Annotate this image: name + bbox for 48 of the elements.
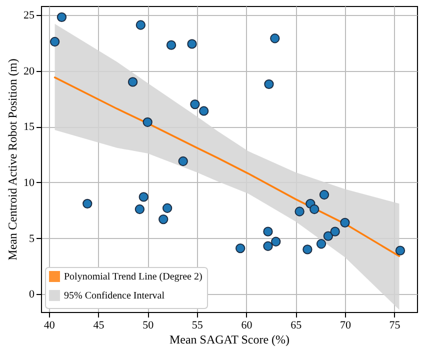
legend-label: Polynomial Trend Line (Degree 2) bbox=[64, 272, 202, 282]
point bbox=[263, 241, 273, 251]
y-tick-label: 5 bbox=[29, 232, 35, 245]
point bbox=[199, 106, 209, 116]
point bbox=[263, 226, 273, 236]
y-tick-label: 15 bbox=[24, 121, 35, 134]
point bbox=[82, 198, 92, 208]
point bbox=[162, 203, 172, 213]
y-axis-title: Mean Centroid Active Robot Position (m) bbox=[6, 58, 20, 260]
point bbox=[134, 204, 145, 214]
point bbox=[56, 12, 67, 22]
point bbox=[142, 117, 152, 127]
x-tick-label: 40 bbox=[44, 320, 56, 332]
annotation: 95% Confidence Interval bbox=[64, 290, 165, 302]
y-tick-label: 0 bbox=[29, 288, 35, 301]
x-tick-label: 50 bbox=[142, 320, 154, 332]
x-tick-label: 75 bbox=[389, 320, 401, 332]
point bbox=[330, 226, 340, 236]
point bbox=[158, 214, 168, 224]
point bbox=[340, 218, 350, 228]
point bbox=[128, 77, 138, 87]
point bbox=[319, 190, 330, 200]
point bbox=[395, 246, 406, 256]
point bbox=[270, 34, 280, 44]
x-tick-label: 65 bbox=[290, 320, 302, 332]
point bbox=[316, 239, 326, 249]
x-axis-title: Mean SAGAT Score (%) bbox=[169, 332, 290, 346]
point bbox=[271, 236, 281, 246]
point bbox=[236, 244, 246, 254]
point bbox=[264, 79, 274, 89]
point bbox=[50, 36, 60, 47]
point bbox=[310, 204, 320, 214]
x-tick-label: 70 bbox=[340, 320, 352, 332]
point bbox=[302, 244, 312, 254]
y-tick-label: 20 bbox=[24, 65, 35, 78]
x-tick-label: 45 bbox=[93, 320, 105, 332]
x-tick-label: 60 bbox=[241, 320, 253, 332]
point bbox=[323, 231, 334, 241]
point bbox=[136, 20, 146, 30]
point bbox=[166, 40, 176, 50]
point bbox=[190, 99, 200, 110]
point bbox=[187, 39, 197, 49]
point bbox=[178, 156, 188, 166]
point bbox=[138, 192, 148, 202]
x-tick-label: 55 bbox=[192, 320, 204, 332]
y-tick-label: 25 bbox=[24, 9, 35, 22]
y-tick-label: 10 bbox=[24, 176, 35, 189]
point bbox=[294, 206, 304, 216]
